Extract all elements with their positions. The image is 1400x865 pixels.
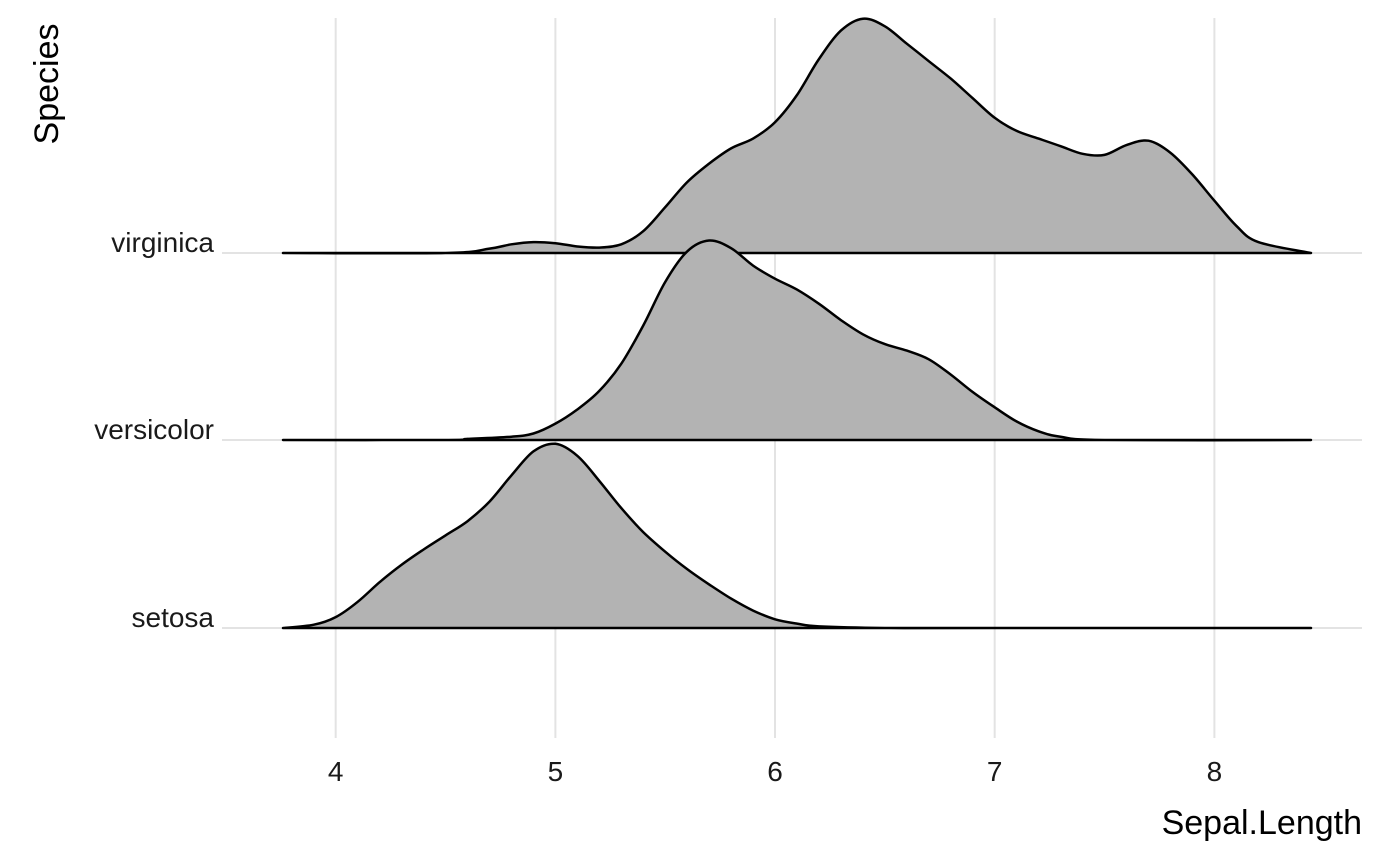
- y-tick-label-versicolor: versicolor: [94, 414, 214, 445]
- label-layer: 4 5 6 7 8 setosa versicolor virginica: [94, 227, 1222, 787]
- y-axis-title: Species: [28, 24, 66, 145]
- x-tick-label-4: 4: [328, 756, 344, 787]
- x-tick-label-5: 5: [548, 756, 564, 787]
- y-tick-label-virginica: virginica: [111, 227, 214, 258]
- x-axis-title: Sepal.Length: [1162, 804, 1362, 842]
- ridge-layer: [281, 17, 1313, 630]
- x-tick-label-7: 7: [987, 756, 1003, 787]
- x-tick-label-6: 6: [767, 756, 783, 787]
- x-tick-label-8: 8: [1207, 756, 1223, 787]
- ridge-setosa: [281, 442, 1313, 630]
- ridge-virginica: [281, 17, 1313, 255]
- y-tick-label-setosa: setosa: [132, 602, 215, 633]
- ridge-versicolor: [281, 239, 1313, 442]
